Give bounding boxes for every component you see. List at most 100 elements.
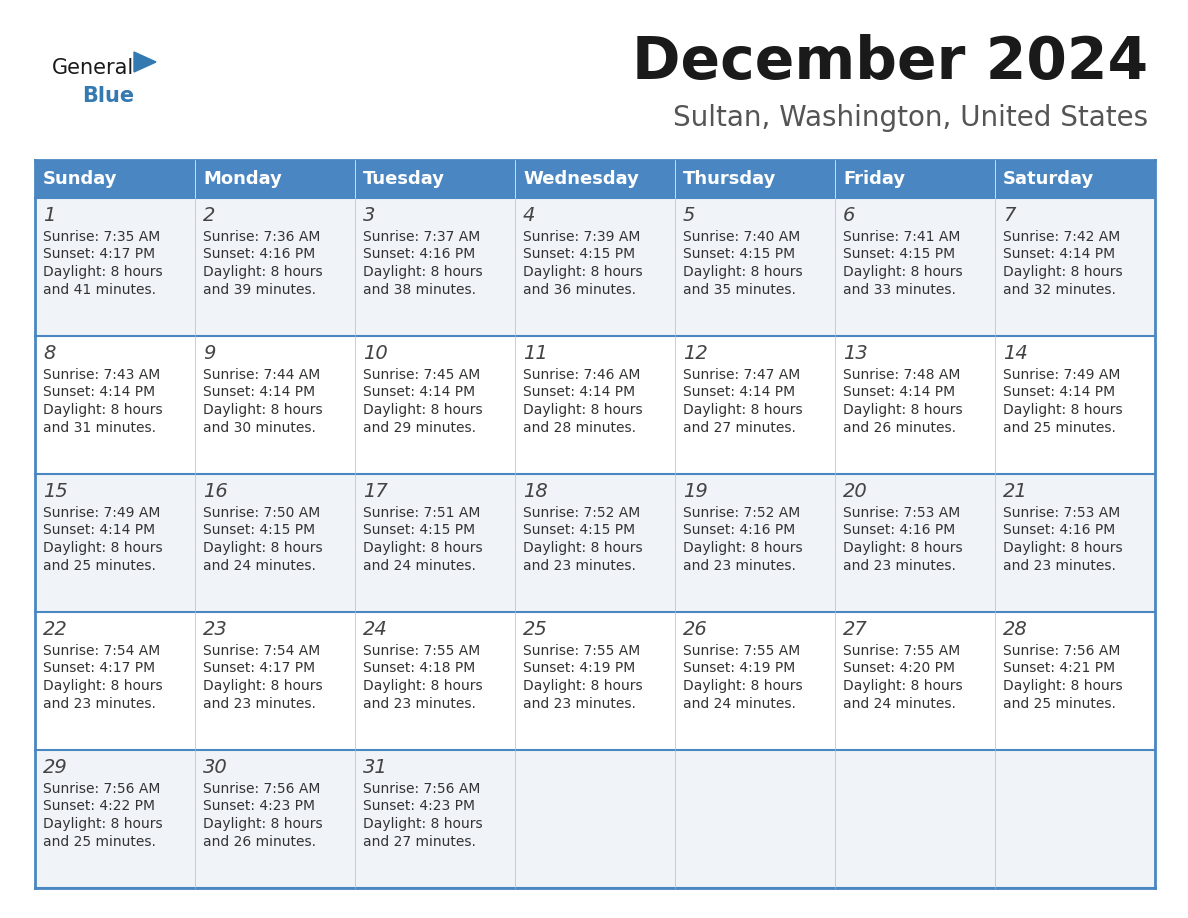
Text: and 23 minutes.: and 23 minutes. — [364, 697, 476, 711]
Bar — [195, 750, 355, 888]
Text: Saturday: Saturday — [1003, 170, 1094, 188]
Text: Daylight: 8 hours: Daylight: 8 hours — [843, 541, 962, 555]
Text: Sunset: 4:16 PM: Sunset: 4:16 PM — [683, 523, 795, 538]
Text: 5: 5 — [683, 206, 695, 225]
Text: Monday: Monday — [203, 170, 282, 188]
Text: 14: 14 — [1003, 344, 1028, 363]
Bar — [516, 474, 675, 612]
Polygon shape — [134, 52, 156, 72]
Text: Sultan, Washington, United States: Sultan, Washington, United States — [672, 104, 1148, 132]
Text: and 24 minutes.: and 24 minutes. — [203, 558, 316, 573]
Bar — [34, 160, 195, 198]
Text: Sunrise: 7:45 AM: Sunrise: 7:45 AM — [364, 368, 480, 382]
Text: 10: 10 — [364, 344, 387, 363]
Text: Sunrise: 7:52 AM: Sunrise: 7:52 AM — [683, 506, 801, 520]
Text: and 31 minutes.: and 31 minutes. — [43, 420, 156, 434]
Text: Sunday: Sunday — [43, 170, 118, 188]
Text: 2: 2 — [203, 206, 215, 225]
Text: 16: 16 — [203, 482, 228, 501]
Text: and 27 minutes.: and 27 minutes. — [683, 420, 796, 434]
Text: 28: 28 — [1003, 620, 1028, 639]
Text: Sunrise: 7:55 AM: Sunrise: 7:55 AM — [683, 644, 801, 658]
Text: Sunset: 4:14 PM: Sunset: 4:14 PM — [203, 386, 315, 399]
Bar — [516, 750, 675, 888]
Text: Daylight: 8 hours: Daylight: 8 hours — [843, 679, 962, 693]
Text: Sunset: 4:16 PM: Sunset: 4:16 PM — [203, 248, 315, 262]
Text: Daylight: 8 hours: Daylight: 8 hours — [364, 265, 482, 279]
Text: Sunset: 4:14 PM: Sunset: 4:14 PM — [43, 386, 156, 399]
Bar — [195, 474, 355, 612]
Text: Daylight: 8 hours: Daylight: 8 hours — [364, 403, 482, 417]
Text: Friday: Friday — [843, 170, 905, 188]
Text: and 39 minutes.: and 39 minutes. — [203, 283, 316, 297]
Text: Sunrise: 7:52 AM: Sunrise: 7:52 AM — [523, 506, 640, 520]
Text: Daylight: 8 hours: Daylight: 8 hours — [364, 679, 482, 693]
Text: and 23 minutes.: and 23 minutes. — [523, 558, 636, 573]
Text: Sunset: 4:15 PM: Sunset: 4:15 PM — [364, 523, 475, 538]
Bar — [675, 160, 835, 198]
Text: Sunrise: 7:56 AM: Sunrise: 7:56 AM — [1003, 644, 1120, 658]
Text: Sunset: 4:14 PM: Sunset: 4:14 PM — [843, 386, 955, 399]
Text: Daylight: 8 hours: Daylight: 8 hours — [364, 817, 482, 831]
Text: and 26 minutes.: and 26 minutes. — [203, 834, 316, 848]
Text: 4: 4 — [523, 206, 536, 225]
Text: Daylight: 8 hours: Daylight: 8 hours — [203, 403, 323, 417]
Text: Sunrise: 7:41 AM: Sunrise: 7:41 AM — [843, 230, 960, 244]
Text: 17: 17 — [364, 482, 387, 501]
Text: Sunset: 4:15 PM: Sunset: 4:15 PM — [843, 248, 955, 262]
Text: Daylight: 8 hours: Daylight: 8 hours — [1003, 403, 1123, 417]
Text: 9: 9 — [203, 344, 215, 363]
Text: Sunset: 4:17 PM: Sunset: 4:17 PM — [43, 662, 156, 676]
Bar — [195, 612, 355, 750]
Text: Daylight: 8 hours: Daylight: 8 hours — [203, 817, 323, 831]
Text: Daylight: 8 hours: Daylight: 8 hours — [523, 403, 643, 417]
Text: Sunrise: 7:48 AM: Sunrise: 7:48 AM — [843, 368, 960, 382]
Bar — [996, 750, 1155, 888]
Bar — [516, 160, 675, 198]
Text: Daylight: 8 hours: Daylight: 8 hours — [683, 265, 803, 279]
Bar — [835, 750, 996, 888]
Text: Sunrise: 7:55 AM: Sunrise: 7:55 AM — [843, 644, 960, 658]
Text: Sunrise: 7:39 AM: Sunrise: 7:39 AM — [523, 230, 640, 244]
Text: Tuesday: Tuesday — [364, 170, 446, 188]
Text: 6: 6 — [843, 206, 855, 225]
Text: Sunset: 4:17 PM: Sunset: 4:17 PM — [203, 662, 315, 676]
Text: Daylight: 8 hours: Daylight: 8 hours — [683, 541, 803, 555]
Text: Sunrise: 7:53 AM: Sunrise: 7:53 AM — [843, 506, 960, 520]
Text: 21: 21 — [1003, 482, 1028, 501]
Text: and 23 minutes.: and 23 minutes. — [1003, 558, 1116, 573]
Text: and 28 minutes.: and 28 minutes. — [523, 420, 636, 434]
Text: Sunset: 4:23 PM: Sunset: 4:23 PM — [364, 800, 475, 813]
Text: Daylight: 8 hours: Daylight: 8 hours — [43, 265, 163, 279]
Bar — [355, 160, 516, 198]
Text: Sunset: 4:14 PM: Sunset: 4:14 PM — [364, 386, 475, 399]
Text: December 2024: December 2024 — [632, 33, 1148, 91]
Text: Daylight: 8 hours: Daylight: 8 hours — [1003, 679, 1123, 693]
Text: 23: 23 — [203, 620, 228, 639]
Text: Daylight: 8 hours: Daylight: 8 hours — [523, 541, 643, 555]
Text: and 38 minutes.: and 38 minutes. — [364, 283, 476, 297]
Text: Daylight: 8 hours: Daylight: 8 hours — [43, 679, 163, 693]
Bar — [195, 198, 355, 336]
Text: Daylight: 8 hours: Daylight: 8 hours — [203, 265, 323, 279]
Bar — [195, 160, 355, 198]
Text: 24: 24 — [364, 620, 387, 639]
Text: 15: 15 — [43, 482, 68, 501]
Text: and 29 minutes.: and 29 minutes. — [364, 420, 476, 434]
Bar — [996, 198, 1155, 336]
Text: Sunrise: 7:54 AM: Sunrise: 7:54 AM — [43, 644, 160, 658]
Bar — [996, 474, 1155, 612]
Bar — [355, 198, 516, 336]
Text: Sunrise: 7:56 AM: Sunrise: 7:56 AM — [203, 782, 321, 796]
Text: Daylight: 8 hours: Daylight: 8 hours — [843, 265, 962, 279]
Bar — [835, 336, 996, 474]
Text: Daylight: 8 hours: Daylight: 8 hours — [43, 403, 163, 417]
Bar — [355, 336, 516, 474]
Text: 13: 13 — [843, 344, 867, 363]
Bar — [355, 612, 516, 750]
Text: 18: 18 — [523, 482, 548, 501]
Text: and 25 minutes.: and 25 minutes. — [43, 558, 156, 573]
Text: Sunrise: 7:37 AM: Sunrise: 7:37 AM — [364, 230, 480, 244]
Text: Sunrise: 7:47 AM: Sunrise: 7:47 AM — [683, 368, 801, 382]
Text: and 25 minutes.: and 25 minutes. — [1003, 420, 1116, 434]
